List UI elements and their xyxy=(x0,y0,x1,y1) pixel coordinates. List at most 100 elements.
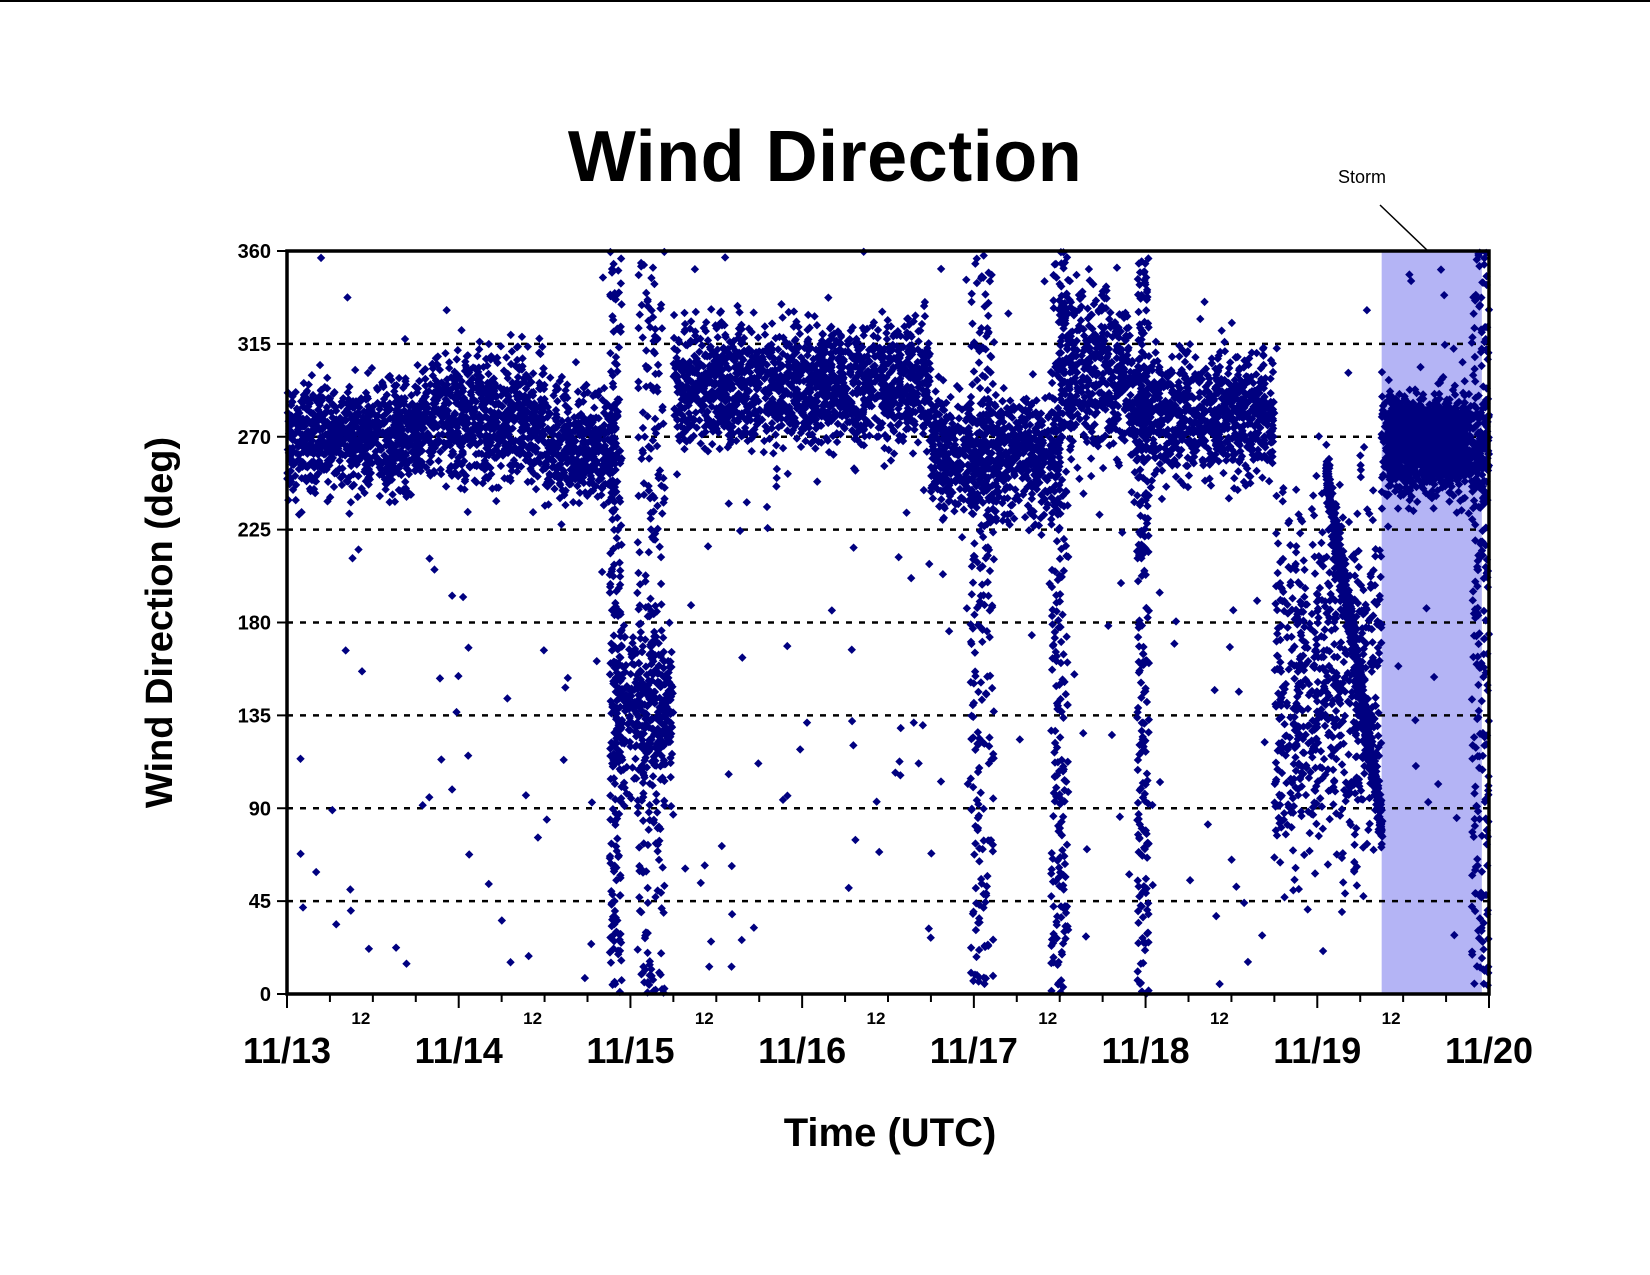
data-point xyxy=(529,459,538,469)
data-point xyxy=(503,694,512,703)
data-point xyxy=(548,448,558,457)
data-point xyxy=(402,959,411,968)
data-point xyxy=(582,450,591,459)
data-point xyxy=(631,732,641,741)
data-point xyxy=(397,470,406,480)
data-point xyxy=(313,469,323,478)
data-point xyxy=(411,466,420,475)
data-point xyxy=(599,383,609,393)
data-point xyxy=(591,389,600,398)
data-point xyxy=(503,369,512,379)
data-point xyxy=(458,592,468,602)
data-point xyxy=(875,847,884,857)
data-point xyxy=(530,407,540,416)
data-point xyxy=(666,732,675,741)
data-point xyxy=(920,312,930,321)
data-point xyxy=(518,362,527,371)
data-point xyxy=(487,469,496,479)
data-point xyxy=(523,372,532,382)
data-point xyxy=(364,480,373,489)
data-point xyxy=(533,472,542,481)
data-point xyxy=(456,484,465,493)
data-point xyxy=(351,410,360,419)
data-point xyxy=(908,449,918,458)
data-point xyxy=(500,420,509,429)
data-point xyxy=(959,505,969,514)
data-point xyxy=(1037,530,1046,540)
data-point xyxy=(343,293,352,302)
data-point xyxy=(394,373,404,383)
data-point xyxy=(574,464,584,473)
data-point xyxy=(647,676,657,685)
data-point xyxy=(598,395,607,405)
data-point xyxy=(878,307,887,316)
data-point xyxy=(545,469,554,479)
data-point xyxy=(586,475,595,484)
data-point xyxy=(503,374,513,383)
data-point xyxy=(397,398,406,408)
data-point xyxy=(772,473,781,483)
data-point xyxy=(291,387,300,397)
data-point xyxy=(580,973,590,983)
data-point xyxy=(914,759,923,768)
data-point xyxy=(310,427,319,436)
data-point xyxy=(559,394,569,403)
data-point xyxy=(345,398,354,407)
data-point xyxy=(666,758,675,768)
data-point xyxy=(547,478,556,487)
data-point xyxy=(999,383,1008,393)
data-point xyxy=(660,713,670,722)
data-point xyxy=(329,424,339,433)
data-point xyxy=(323,477,333,487)
data-point xyxy=(390,497,400,506)
data-point xyxy=(343,429,352,438)
data-point xyxy=(555,479,564,488)
data-point xyxy=(377,465,387,474)
data-point xyxy=(523,434,533,443)
data-point xyxy=(763,523,772,533)
data-point xyxy=(944,627,954,636)
data-point xyxy=(392,380,401,390)
data-point xyxy=(546,373,555,382)
data-point xyxy=(484,879,493,889)
data-point xyxy=(357,451,367,460)
data-point xyxy=(484,450,494,460)
data-point xyxy=(398,459,407,468)
data-point xyxy=(631,742,640,751)
data-point xyxy=(626,794,636,803)
data-point xyxy=(286,474,296,483)
data-point xyxy=(634,605,643,614)
data-point xyxy=(348,554,357,563)
data-point xyxy=(543,477,552,487)
data-point xyxy=(572,466,581,475)
data-point xyxy=(450,410,459,420)
data-point xyxy=(669,810,678,819)
data-point xyxy=(447,785,457,794)
data-point xyxy=(484,369,493,379)
data-point xyxy=(957,533,967,542)
data-point xyxy=(664,691,673,700)
data-point xyxy=(562,380,572,389)
data-point xyxy=(476,437,486,446)
data-point xyxy=(394,429,403,438)
data-point xyxy=(363,368,373,378)
data-point xyxy=(430,468,439,478)
data-point xyxy=(471,397,481,406)
data-point xyxy=(436,447,445,456)
data-point xyxy=(784,307,793,317)
data-point xyxy=(431,405,440,414)
data-point xyxy=(330,388,339,397)
data-point xyxy=(381,436,391,445)
data-point xyxy=(536,408,545,417)
data-point xyxy=(469,413,478,423)
data-point xyxy=(847,716,857,726)
data-point xyxy=(727,962,736,971)
data-point xyxy=(529,387,538,397)
data-point xyxy=(326,492,335,502)
data-point xyxy=(533,423,542,432)
data-point xyxy=(513,342,523,351)
data-point xyxy=(289,416,298,425)
data-point xyxy=(735,526,745,536)
data-point xyxy=(353,492,362,502)
